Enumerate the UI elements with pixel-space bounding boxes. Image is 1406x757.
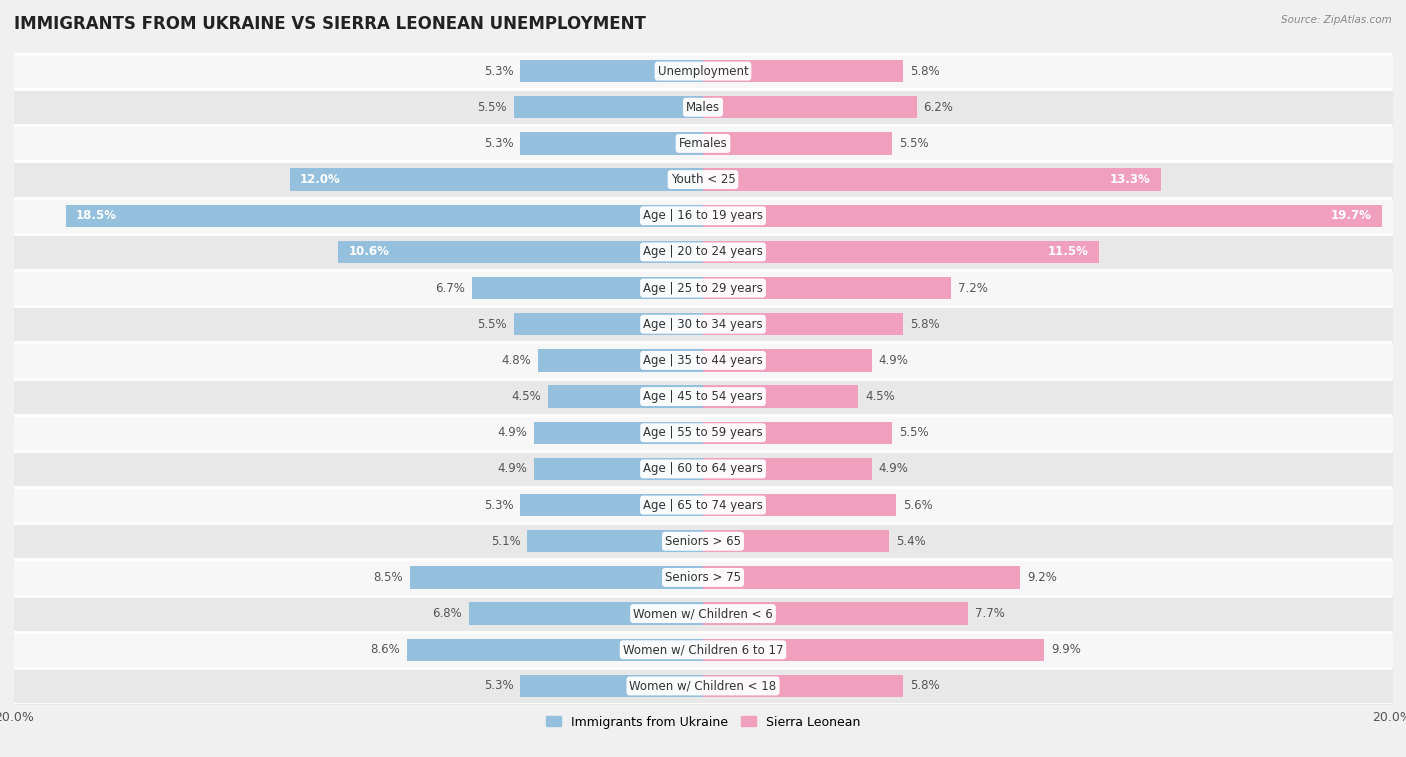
Text: IMMIGRANTS FROM UKRAINE VS SIERRA LEONEAN UNEMPLOYMENT: IMMIGRANTS FROM UKRAINE VS SIERRA LEONEA… <box>14 15 645 33</box>
Text: Age | 55 to 59 years: Age | 55 to 59 years <box>643 426 763 439</box>
Text: 4.8%: 4.8% <box>501 354 531 367</box>
Text: 7.7%: 7.7% <box>976 607 1005 620</box>
Text: 4.9%: 4.9% <box>498 426 527 439</box>
Bar <box>534 458 703 480</box>
Text: 19.7%: 19.7% <box>1330 209 1371 223</box>
Text: 5.3%: 5.3% <box>484 499 513 512</box>
Bar <box>513 313 703 335</box>
Bar <box>411 566 703 589</box>
Text: Source: ZipAtlas.com: Source: ZipAtlas.com <box>1281 15 1392 25</box>
Bar <box>703 349 872 372</box>
Bar <box>337 241 703 263</box>
Text: 5.8%: 5.8% <box>910 64 939 77</box>
Text: 7.2%: 7.2% <box>957 282 988 294</box>
Text: 5.3%: 5.3% <box>484 680 513 693</box>
Text: Seniors > 65: Seniors > 65 <box>665 534 741 548</box>
Text: Youth < 25: Youth < 25 <box>671 173 735 186</box>
Text: 11.5%: 11.5% <box>1047 245 1088 258</box>
Bar <box>703 60 903 83</box>
Bar <box>703 458 872 480</box>
Bar <box>703 313 903 335</box>
Text: 5.6%: 5.6% <box>903 499 932 512</box>
Text: 5.8%: 5.8% <box>910 680 939 693</box>
Text: 5.5%: 5.5% <box>477 318 506 331</box>
Text: Women w/ Children < 18: Women w/ Children < 18 <box>630 680 776 693</box>
Bar <box>703 603 969 625</box>
Bar <box>513 96 703 118</box>
Text: 5.3%: 5.3% <box>484 64 513 77</box>
Text: Age | 30 to 34 years: Age | 30 to 34 years <box>643 318 763 331</box>
Bar <box>534 422 703 444</box>
Text: Age | 20 to 24 years: Age | 20 to 24 years <box>643 245 763 258</box>
Text: Age | 60 to 64 years: Age | 60 to 64 years <box>643 463 763 475</box>
Text: Females: Females <box>679 137 727 150</box>
Text: 10.6%: 10.6% <box>349 245 389 258</box>
Text: 5.8%: 5.8% <box>910 318 939 331</box>
Bar <box>703 639 1045 661</box>
Bar <box>290 168 703 191</box>
Text: Age | 65 to 74 years: Age | 65 to 74 years <box>643 499 763 512</box>
Bar <box>703 422 893 444</box>
Bar <box>66 204 703 227</box>
Bar <box>406 639 703 661</box>
Text: 8.6%: 8.6% <box>370 643 399 656</box>
Bar <box>703 241 1099 263</box>
Bar <box>472 277 703 299</box>
Text: Age | 16 to 19 years: Age | 16 to 19 years <box>643 209 763 223</box>
Text: 8.5%: 8.5% <box>374 571 404 584</box>
Text: Women w/ Children 6 to 17: Women w/ Children 6 to 17 <box>623 643 783 656</box>
Text: Unemployment: Unemployment <box>658 64 748 77</box>
Bar <box>520 674 703 697</box>
Text: Women w/ Children < 6: Women w/ Children < 6 <box>633 607 773 620</box>
Text: Age | 35 to 44 years: Age | 35 to 44 years <box>643 354 763 367</box>
Text: 4.9%: 4.9% <box>498 463 527 475</box>
Bar <box>703 168 1161 191</box>
Text: 5.3%: 5.3% <box>484 137 513 150</box>
Text: Age | 25 to 29 years: Age | 25 to 29 years <box>643 282 763 294</box>
Bar <box>703 204 1382 227</box>
Text: 9.2%: 9.2% <box>1026 571 1057 584</box>
Text: 13.3%: 13.3% <box>1111 173 1152 186</box>
Text: 4.9%: 4.9% <box>879 354 908 367</box>
Text: 5.4%: 5.4% <box>896 534 925 548</box>
Bar <box>520 60 703 83</box>
Bar <box>703 674 903 697</box>
Bar <box>703 132 893 154</box>
Text: Seniors > 75: Seniors > 75 <box>665 571 741 584</box>
Legend: Immigrants from Ukraine, Sierra Leonean: Immigrants from Ukraine, Sierra Leonean <box>541 711 865 734</box>
Text: 5.5%: 5.5% <box>900 426 929 439</box>
Text: 5.5%: 5.5% <box>477 101 506 114</box>
Text: Males: Males <box>686 101 720 114</box>
Bar <box>703 277 950 299</box>
Text: 5.1%: 5.1% <box>491 534 520 548</box>
Text: 4.5%: 4.5% <box>865 390 894 403</box>
Bar <box>520 132 703 154</box>
Text: 6.7%: 6.7% <box>436 282 465 294</box>
Bar <box>527 530 703 553</box>
Bar <box>703 385 858 408</box>
Text: 4.9%: 4.9% <box>879 463 908 475</box>
Bar <box>703 96 917 118</box>
Bar <box>703 566 1019 589</box>
Text: 18.5%: 18.5% <box>76 209 117 223</box>
Bar <box>520 494 703 516</box>
Bar <box>468 603 703 625</box>
Bar <box>537 349 703 372</box>
Text: 6.8%: 6.8% <box>432 607 461 620</box>
Bar <box>703 494 896 516</box>
Bar <box>703 530 889 553</box>
Text: 6.2%: 6.2% <box>924 101 953 114</box>
Text: 5.5%: 5.5% <box>900 137 929 150</box>
Text: Age | 45 to 54 years: Age | 45 to 54 years <box>643 390 763 403</box>
Text: 12.0%: 12.0% <box>299 173 340 186</box>
Text: 4.5%: 4.5% <box>512 390 541 403</box>
Bar <box>548 385 703 408</box>
Text: 9.9%: 9.9% <box>1050 643 1081 656</box>
